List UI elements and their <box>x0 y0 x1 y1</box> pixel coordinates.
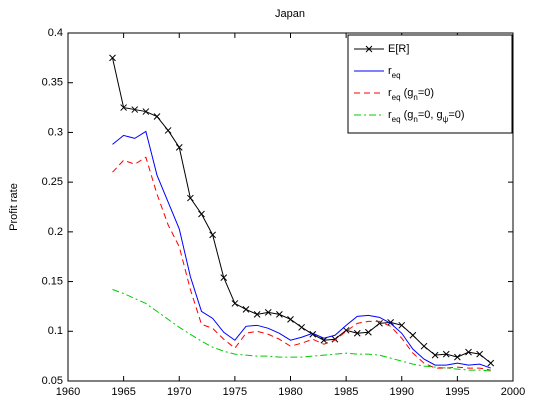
marker <box>209 231 216 239</box>
marker <box>387 318 394 326</box>
y-tick-label: 0.1 <box>48 325 63 337</box>
marker <box>276 311 283 318</box>
chart-title: Japan <box>275 8 305 20</box>
x-tick-label: 1995 <box>445 386 469 398</box>
marker <box>109 54 116 62</box>
marker <box>465 348 472 356</box>
y-tick-label: 0.15 <box>42 275 63 287</box>
x-tick-label: 2000 <box>501 386 525 398</box>
marker <box>142 108 150 115</box>
y-tick-label: 0.3 <box>48 126 63 138</box>
marker <box>198 210 205 218</box>
y-tick-label: 0.2 <box>48 226 63 238</box>
marker <box>253 311 261 318</box>
marker <box>287 316 294 323</box>
y-tick-label: 0.05 <box>42 375 63 387</box>
marker <box>420 342 428 350</box>
legend-box <box>347 34 513 134</box>
marker <box>131 106 139 113</box>
y-tick-label: 0.25 <box>42 176 63 188</box>
x-tick-label: 1975 <box>223 386 247 398</box>
marker <box>365 328 372 336</box>
marker <box>442 350 450 358</box>
marker <box>164 127 172 134</box>
marker <box>365 45 373 53</box>
line-series <box>112 130 491 369</box>
marker <box>242 306 250 313</box>
marker <box>153 113 161 120</box>
marker <box>476 350 483 358</box>
marker <box>264 309 272 316</box>
marker <box>309 330 317 338</box>
marker <box>220 274 228 281</box>
marker <box>431 351 439 359</box>
x-tick-label: 1980 <box>278 386 302 398</box>
legend-label: req (gn=0) <box>388 87 434 102</box>
x-tick-label: 1990 <box>390 386 414 398</box>
marker <box>231 300 239 307</box>
marker <box>398 321 406 329</box>
marker <box>409 331 417 339</box>
marker <box>175 143 183 151</box>
legend-label: req (gn=0, gψ=0) <box>388 109 465 124</box>
x-tick-label: 1985 <box>334 386 358 398</box>
line-series <box>112 289 491 372</box>
y-tick-label: 0.35 <box>42 77 63 89</box>
marker <box>120 104 127 111</box>
marker <box>454 353 461 361</box>
marker <box>487 359 495 367</box>
x-tick-label: 1970 <box>167 386 191 398</box>
marker <box>298 323 305 331</box>
x-tick-label: 1960 <box>56 386 80 398</box>
legend-label: req <box>388 65 401 80</box>
legend-label: E[R] <box>388 43 409 55</box>
marker <box>187 194 194 202</box>
x-tick-label: 1965 <box>111 386 135 398</box>
marker <box>353 329 361 337</box>
y-tick-label: 0.4 <box>48 27 63 39</box>
y-axis-label: Profit rate <box>8 183 20 231</box>
marker <box>320 336 328 344</box>
